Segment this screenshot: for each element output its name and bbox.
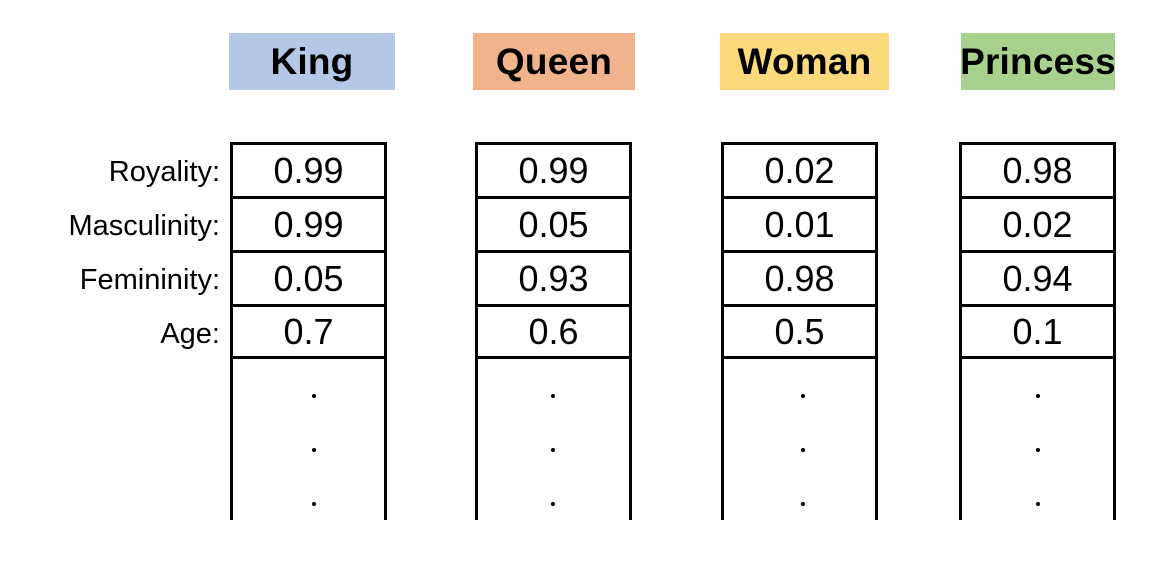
- ellipsis-dot: [551, 502, 555, 506]
- value-cell: 0.93: [475, 250, 632, 305]
- ellipsis-dot: [801, 448, 805, 452]
- row-label-masculinity: Masculinity:: [68, 209, 221, 242]
- value-cell: 0.99: [475, 142, 632, 197]
- value-cell: 0.98: [721, 250, 878, 305]
- ellipsis-dot: [551, 448, 555, 452]
- row-label-age: Age:: [160, 317, 220, 350]
- vector-column-king: 0.99 0.99 0.05 0.7: [230, 142, 387, 520]
- value-cell: 0.01: [721, 196, 878, 251]
- ellipsis-dot: [801, 394, 805, 398]
- vector-column-princess: 0.98 0.02 0.94 0.1: [959, 142, 1116, 520]
- vector-continuation: [475, 359, 632, 520]
- header-princess: Princess: [960, 33, 1116, 90]
- row-label-royalty: Royality:: [108, 155, 220, 188]
- value-cell: 0.98: [959, 142, 1116, 197]
- vector-continuation: [230, 359, 387, 520]
- ellipsis-dot: [312, 394, 316, 398]
- value-cell: 0.05: [475, 196, 632, 251]
- row-label-femininity: Femininity:: [79, 263, 220, 296]
- value-cell: 0.1: [959, 304, 1116, 359]
- ellipsis-dot: [1036, 502, 1040, 506]
- header-woman: Woman: [720, 33, 889, 90]
- value-cell: 0.5: [721, 304, 878, 359]
- ellipsis-dot: [312, 502, 316, 506]
- value-cell: 0.02: [959, 196, 1116, 251]
- value-cell: 0.99: [230, 142, 387, 197]
- ellipsis-dot: [312, 448, 316, 452]
- vector-column-queen: 0.99 0.05 0.93 0.6: [475, 142, 632, 520]
- value-cell: 0.94: [959, 250, 1116, 305]
- ellipsis-dot: [801, 502, 805, 506]
- vector-column-woman: 0.02 0.01 0.98 0.5: [721, 142, 878, 520]
- header-king: King: [229, 33, 395, 90]
- vector-continuation: [959, 359, 1116, 520]
- ellipsis-dot: [551, 394, 555, 398]
- value-cell: 0.7: [230, 304, 387, 359]
- ellipsis-dot: [1036, 394, 1040, 398]
- value-cell: 0.02: [721, 142, 878, 197]
- vector-continuation: [721, 359, 878, 520]
- value-cell: 0.99: [230, 196, 387, 251]
- value-cell: 0.6: [475, 304, 632, 359]
- ellipsis-dot: [1036, 448, 1040, 452]
- header-queen: Queen: [473, 33, 635, 90]
- value-cell: 0.05: [230, 250, 387, 305]
